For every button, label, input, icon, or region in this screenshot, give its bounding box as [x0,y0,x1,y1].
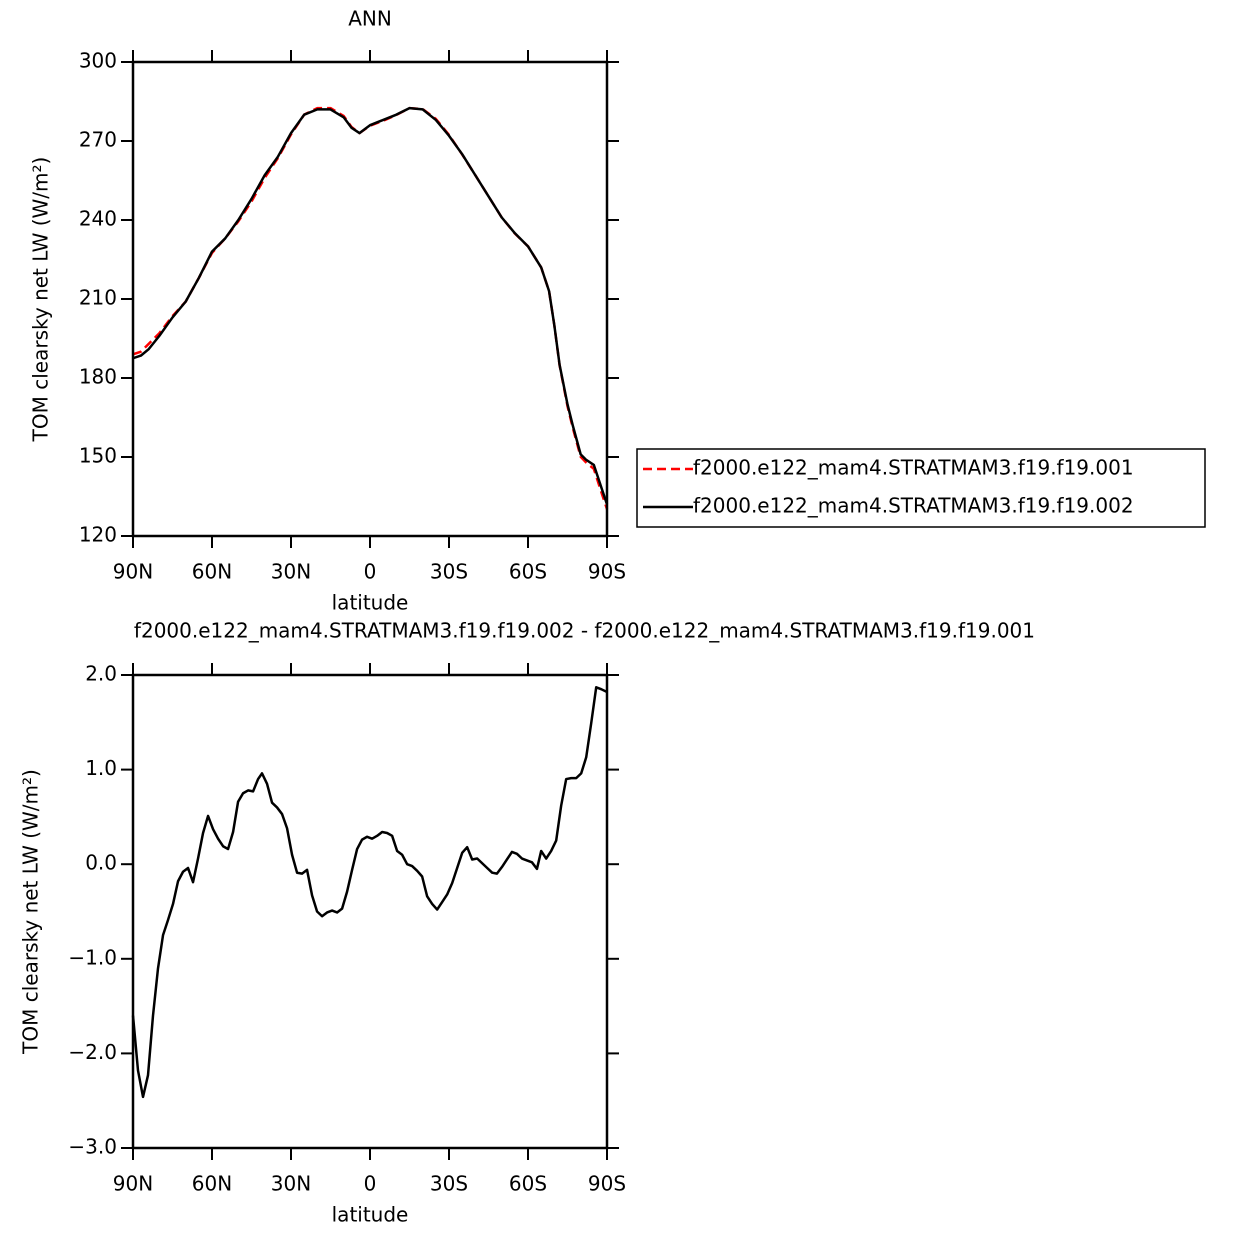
x-tick-label: 60N [192,1172,232,1196]
x-tick-label: 30N [271,560,311,584]
y-tick-label: 300 [79,49,117,73]
x-tick-label: 0 [364,560,377,584]
legend-box [636,448,1206,528]
x-tick-label: 30S [430,560,468,584]
chart-title: f2000.e122_mam4.STRATMAM3.f19.f19.002 - … [134,619,1035,643]
x-tick-label: 90S [588,560,626,584]
plot-frame [131,673,609,1150]
chart-title: ANN [348,7,392,31]
y-tick-label: 270 [79,128,117,152]
data-line [131,686,608,1099]
y-tick-label: 120 [79,523,117,547]
x-tick-label: 90S [588,1172,626,1196]
y-axis-label: TOM clearsky net LW (W/m²) [29,157,53,443]
y-tick-label: −3.0 [68,1135,117,1159]
y-tick-label: −1.0 [68,945,117,969]
x-tick-label: 90N [113,560,153,584]
x-tick-label: 30S [430,1172,468,1196]
x-axis-label: latitude [332,591,409,615]
y-tick-label: 2.0 [85,662,117,686]
y-tick-label: 210 [79,286,117,310]
y-tick-label: 1.0 [85,756,117,780]
legend-label: f2000.e122_mam4.STRATMAM3.f19.f19.002 [693,494,1134,518]
x-tick-label: 90N [113,1172,153,1196]
y-tick-label: 150 [79,444,117,468]
x-axis-label: latitude [332,1203,409,1227]
y-tick-label: 180 [79,365,117,389]
x-tick-label: 30N [271,1172,311,1196]
data-line [132,106,609,510]
y-tick-label: 0.0 [85,851,117,875]
data-line [132,106,609,505]
x-tick-label: 60S [509,560,547,584]
y-axis-label: TOM clearsky net LW (W/m²) [19,769,43,1055]
y-tick-label: 240 [79,207,117,231]
plot-frame [131,60,609,538]
legend-label: f2000.e122_mam4.STRATMAM3.f19.f19.001 [693,456,1134,480]
y-tick-label: −2.0 [68,1040,117,1064]
x-tick-label: 60S [509,1172,547,1196]
x-tick-label: 60N [192,560,232,584]
x-tick-label: 0 [364,1172,377,1196]
